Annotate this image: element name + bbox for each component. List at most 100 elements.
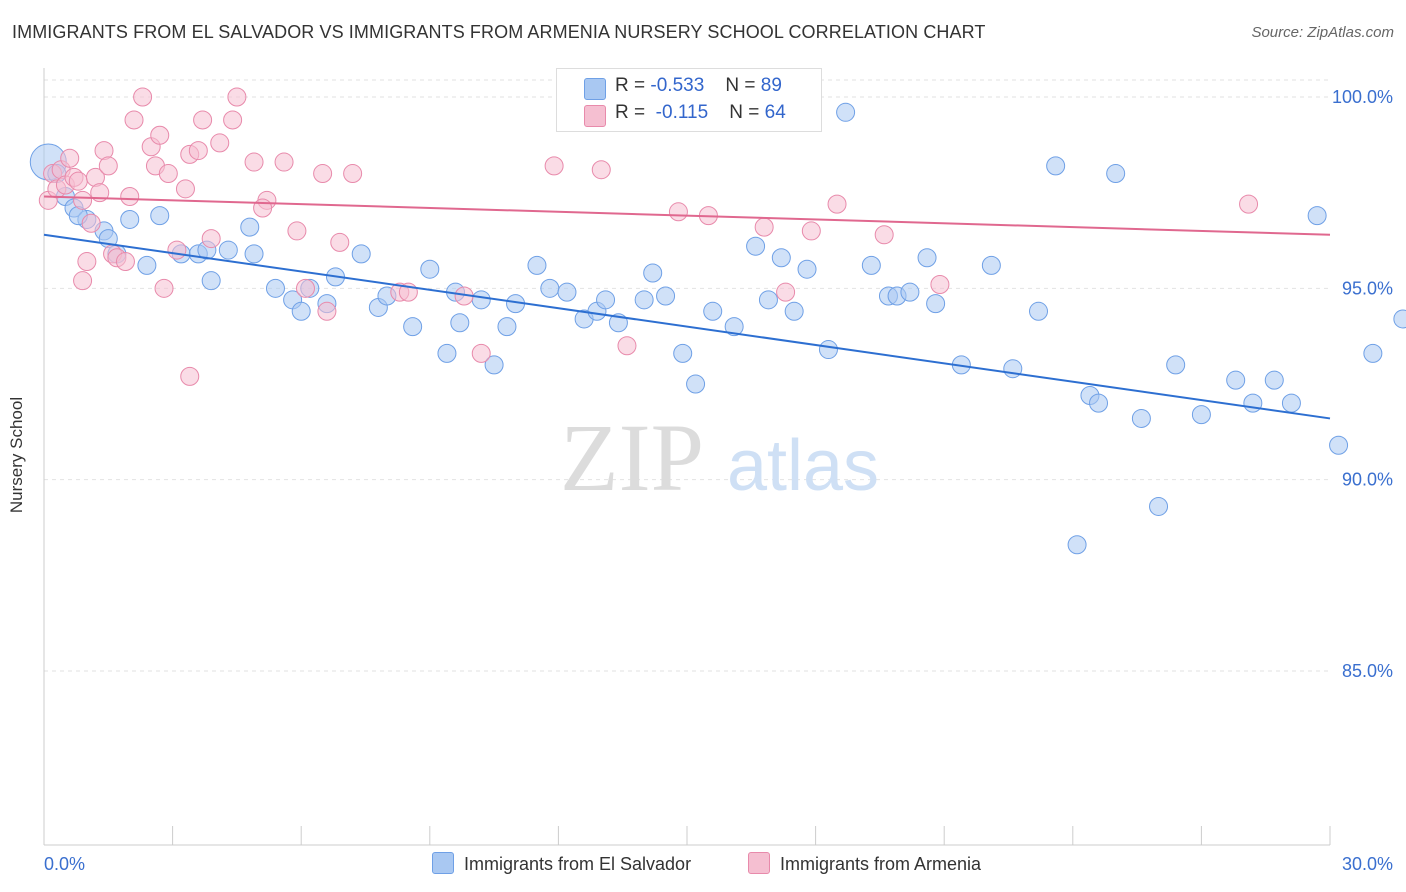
armenia-point xyxy=(133,87,153,107)
armenia-point xyxy=(330,232,350,252)
armenia-point xyxy=(77,252,97,272)
armenia-point xyxy=(1239,194,1259,214)
armenia-point xyxy=(201,229,221,249)
el-salvador-point xyxy=(643,263,663,283)
y-tick-label: 85.0% xyxy=(1342,661,1393,681)
el-salvador-point xyxy=(471,290,491,310)
armenia-point xyxy=(274,152,294,172)
el-salvador-point xyxy=(218,240,238,260)
el-salvador-point xyxy=(420,259,440,279)
el-salvador-point xyxy=(981,255,1001,275)
r-label: R = xyxy=(615,102,646,123)
el-salvador-point xyxy=(244,244,264,264)
el-salvador-point xyxy=(656,286,676,306)
armenia-point xyxy=(874,225,894,245)
armenia-point xyxy=(188,141,208,161)
armenia-point xyxy=(158,164,178,184)
el-salvador-point xyxy=(724,317,744,337)
armenia-point xyxy=(73,190,93,210)
n-label: N = xyxy=(729,102,760,123)
el-salvador-point xyxy=(703,301,723,321)
el-salvador-point xyxy=(1329,435,1349,455)
armenia-point xyxy=(115,252,135,272)
correlation-stats-box: R = -0.533 N = 89 R = -0.115 N = 64 xyxy=(556,68,822,132)
armenia-point xyxy=(668,202,688,222)
n-value-el-salvador: 89 xyxy=(760,75,782,96)
el-salvador-point xyxy=(1046,156,1066,176)
el-salvador-point xyxy=(403,317,423,337)
el-salvador-point xyxy=(1191,405,1211,425)
el-salvador-point xyxy=(1149,496,1169,516)
el-salvador-point xyxy=(1307,206,1327,226)
el-salvador-points xyxy=(29,102,1406,555)
armenia-point xyxy=(175,179,195,199)
armenia-point xyxy=(801,221,821,241)
x-tick-label: 30.0% xyxy=(1342,854,1393,874)
legend-label-el-salvador: Immigrants from El Salvador xyxy=(464,854,692,874)
watermark-atlas: atlas xyxy=(727,426,879,506)
el-salvador-point xyxy=(861,255,881,275)
el-salvador-point xyxy=(1067,535,1087,555)
armenia-point xyxy=(343,164,363,184)
armenia-point xyxy=(617,336,637,356)
n-label: N = xyxy=(725,75,756,96)
armenia-point xyxy=(180,366,200,386)
el-salvador-point xyxy=(437,343,457,363)
el-salvador-point xyxy=(1264,370,1284,390)
armenia-point xyxy=(776,282,796,302)
el-salvador-point xyxy=(540,278,560,298)
armenia-point xyxy=(827,194,847,214)
x-tick-label: 0.0% xyxy=(44,854,85,874)
el-salvador-point xyxy=(758,290,778,310)
watermark: ZIP atlas xyxy=(560,404,879,511)
legend-item-el-salvador[interactable]: Immigrants from El Salvador xyxy=(432,852,691,875)
armenia-point xyxy=(471,343,491,363)
n-value-armenia: 64 xyxy=(764,102,786,123)
armenia-point xyxy=(193,110,213,130)
armenia-point xyxy=(754,217,774,237)
el-salvador-point xyxy=(797,259,817,279)
el-salvador-point xyxy=(150,206,170,226)
armenia-point xyxy=(244,152,264,172)
el-salvador-point xyxy=(484,355,504,375)
el-salvador-point xyxy=(686,374,706,394)
el-salvador-point xyxy=(836,102,856,122)
armenia-point xyxy=(98,156,118,176)
el-salvador-point xyxy=(746,236,766,256)
armenia-point xyxy=(73,271,93,291)
armenia-point xyxy=(287,221,307,241)
armenia-point xyxy=(317,301,337,321)
el-salvador-point xyxy=(926,294,946,314)
el-salvador-point xyxy=(120,209,140,229)
legend-item-armenia[interactable]: Immigrants from Armenia xyxy=(748,852,981,875)
armenia-point xyxy=(154,278,174,298)
y-axis-label: Nursery School xyxy=(7,396,26,514)
armenia-point xyxy=(124,110,144,130)
el-salvador-point xyxy=(771,248,791,268)
trendlines xyxy=(43,195,1331,420)
armenia-point xyxy=(60,148,80,168)
el-salvador-point xyxy=(1393,309,1406,329)
gridlines xyxy=(44,79,1330,672)
y-tick-label: 95.0% xyxy=(1342,278,1393,298)
el-salvador-point xyxy=(1226,370,1246,390)
armenia-point xyxy=(81,213,101,233)
armenia-trendline xyxy=(43,195,1331,236)
el-salvador-point xyxy=(201,271,221,291)
r-value-armenia: -0.115 xyxy=(655,102,709,123)
el-salvador-point xyxy=(1029,301,1049,321)
y-tick-label: 100.0% xyxy=(1332,87,1393,107)
armenia-point xyxy=(227,87,247,107)
el-salvador-point xyxy=(917,248,937,268)
el-salvador-point xyxy=(137,255,157,275)
legend-swatch-armenia xyxy=(748,852,770,874)
el-salvador-point xyxy=(1281,393,1301,413)
el-salvador-point xyxy=(497,317,517,337)
legend-swatch-el-salvador xyxy=(432,852,454,874)
armenia-point xyxy=(544,156,564,176)
armenia-point xyxy=(210,133,230,153)
r-value-el-salvador: -0.533 xyxy=(650,75,705,96)
source-label: Source: ZipAtlas.com xyxy=(1251,24,1394,41)
armenia-point xyxy=(223,110,243,130)
el-salvador-point xyxy=(596,290,616,310)
